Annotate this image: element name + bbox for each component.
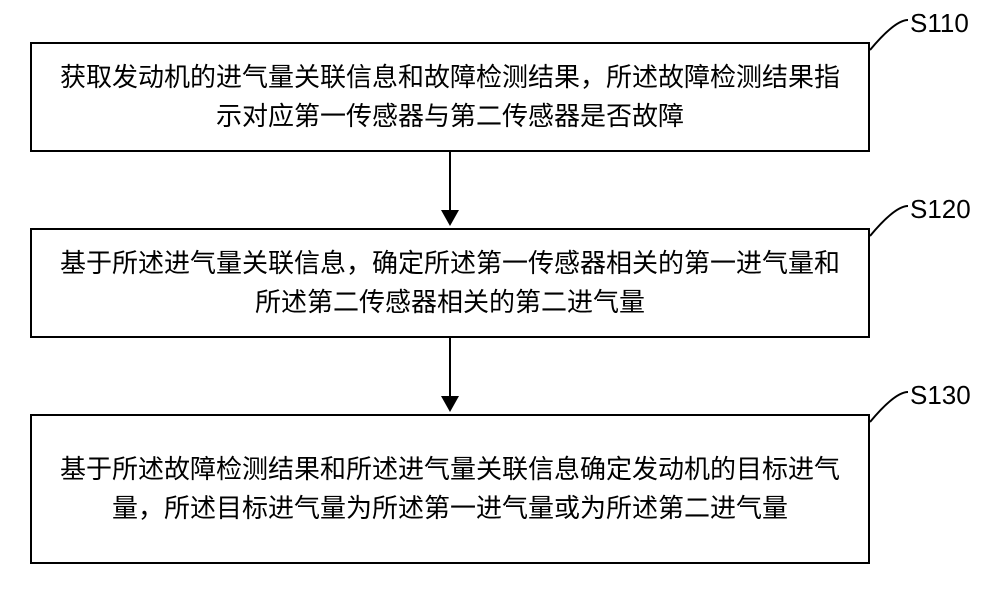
step-label-s110: S110 [910,8,969,39]
flow-step-s120: 基于所述进气量关联信息，确定所述第一传感器相关的第一进气量和所述第二传感器相关的… [30,228,870,338]
flow-step-text: 获取发动机的进气量关联信息和故障检测结果，所述故障检测结果指示对应第一传感器与第… [52,58,848,136]
step-label-s120: S120 [910,194,971,225]
flowchart-canvas: 获取发动机的进气量关联信息和故障检测结果，所述故障检测结果指示对应第一传感器与第… [0,0,1000,612]
flow-step-text: 基于所述进气量关联信息，确定所述第一传感器相关的第一进气量和所述第二传感器相关的… [52,244,848,322]
flow-arrow [449,338,451,396]
flow-step-s110: 获取发动机的进气量关联信息和故障检测结果，所述故障检测结果指示对应第一传感器与第… [30,42,870,152]
flow-step-text: 基于所述故障检测结果和所述进气量关联信息确定发动机的目标进气量，所述目标进气量为… [52,450,848,528]
flow-step-s130: 基于所述故障检测结果和所述进气量关联信息确定发动机的目标进气量，所述目标进气量为… [30,414,870,564]
flow-arrow [449,152,451,210]
flow-arrow-head [441,210,459,226]
flow-arrow-head [441,396,459,412]
step-label-s130: S130 [910,380,971,411]
